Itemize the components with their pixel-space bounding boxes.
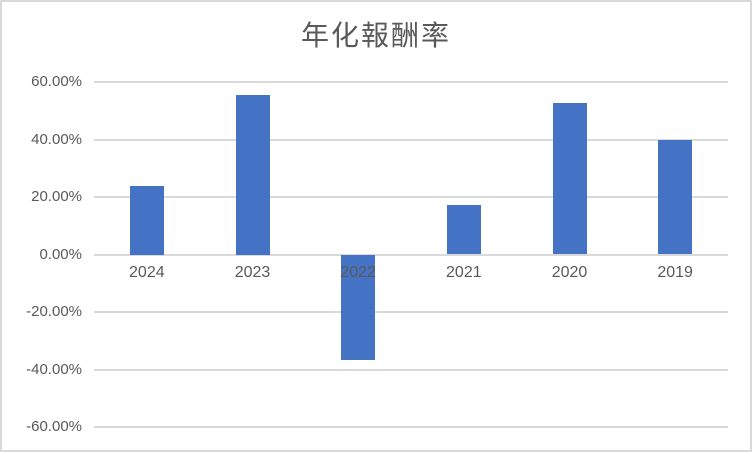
x-axis-label: 2020 [551,264,588,281]
bar-2020 [552,102,587,255]
gridline [94,311,728,313]
x-axis-label: 2022 [340,264,376,281]
gridline [94,426,728,428]
y-axis-label: 0.00% [39,245,82,263]
bar-2022 [341,254,376,361]
gridline [94,138,728,141]
gridline [94,253,728,256]
x-axis-label: 2024 [129,264,165,281]
chart-title: 年化報酬率 [300,19,451,52]
x-axis-label: 2019 [657,264,693,281]
x-axis-label: 2021 [446,264,482,281]
y-axis-label: 60.00% [31,73,82,90]
y-axis-label: 20.00% [31,188,82,205]
gridline [94,196,728,198]
bar-2023 [235,94,270,255]
gridline [94,81,728,83]
gridline [94,368,728,371]
y-axis-label: -60.00% [26,418,82,435]
bar-2021 [446,204,481,255]
plot-area: 2024 2023 2022 2021 2020 2019 [94,81,728,428]
bar-2024 [129,185,164,255]
y-axis-label: 40.00% [31,130,82,148]
bar-2019 [658,140,693,255]
x-axis-label: 2023 [234,264,271,281]
y-axis-label: -40.00% [26,360,82,378]
y-axis-label: -20.00% [26,303,82,320]
